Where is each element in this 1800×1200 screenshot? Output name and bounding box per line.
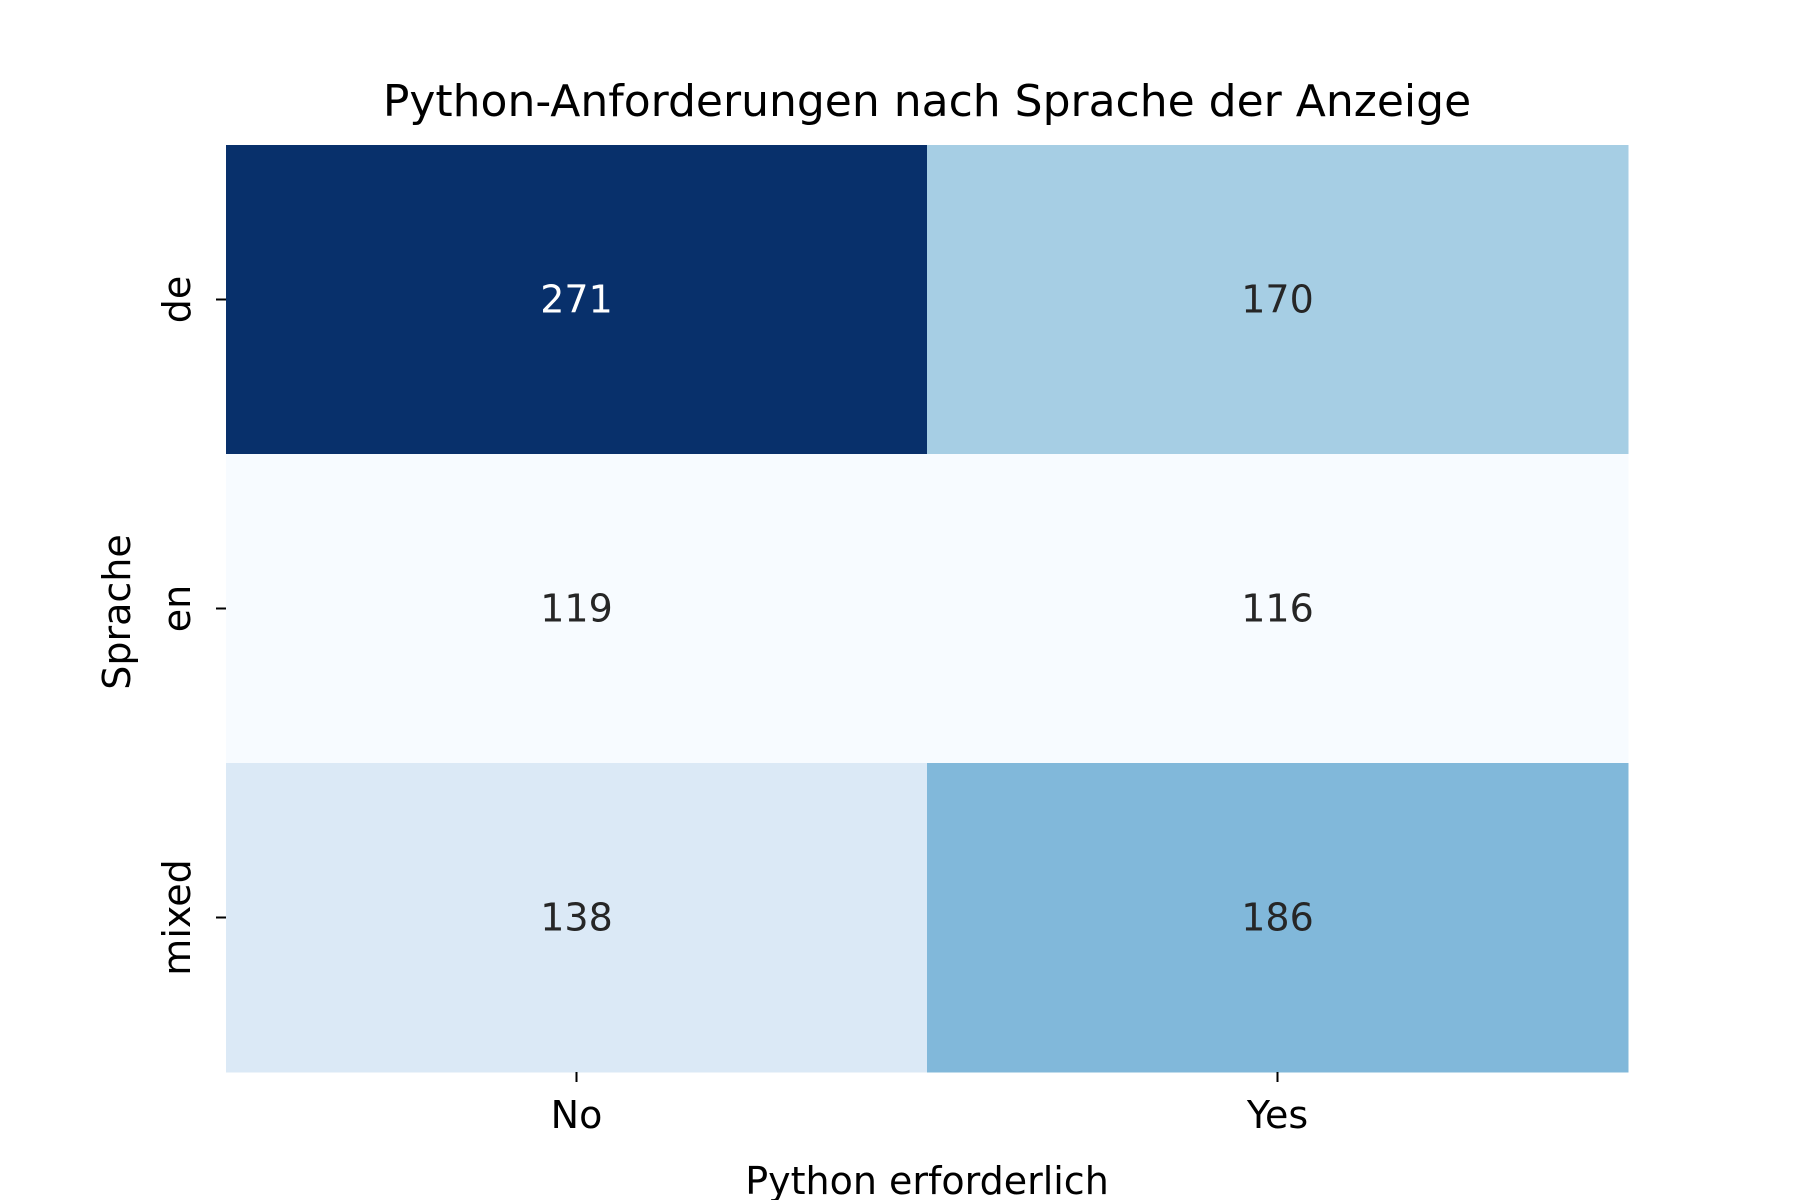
- y-tick-label: en: [155, 585, 199, 632]
- y-axis: de en mixed: [155, 276, 226, 976]
- y-tick-label: mixed: [155, 859, 199, 975]
- heatmap-cell-mixed-No: [226, 763, 928, 1073]
- heatmap-cell-en-Yes: [927, 454, 1629, 764]
- x-axis-label: Python erforderlich: [745, 1159, 1109, 1200]
- x-tick-label: Yes: [1246, 1093, 1308, 1137]
- y-tick-label: de: [155, 276, 199, 324]
- heatmap-cell-de-Yes: [927, 145, 1629, 455]
- cell-value-label: 170: [1241, 278, 1314, 322]
- y-axis-label: Sprache: [95, 534, 139, 690]
- x-tick-label: No: [551, 1093, 603, 1137]
- cell-value-label: 138: [540, 896, 613, 940]
- heatmap-cell-en-No: [226, 454, 928, 764]
- heatmap-cells: [226, 145, 1629, 1073]
- heatmap-cell-mixed-Yes: [927, 763, 1629, 1073]
- cell-value-label: 271: [540, 278, 613, 322]
- heatmap-cell-de-No: [226, 145, 928, 455]
- cell-value-label: 119: [540, 587, 613, 631]
- cell-value-label: 186: [1241, 896, 1314, 940]
- x-axis: No Yes: [551, 1072, 1308, 1137]
- cell-value-label: 116: [1241, 587, 1314, 631]
- chart-title: Python-Anforderungen nach Sprache der An…: [383, 76, 1471, 127]
- cell-annotations: 271 170 119 116 138 186: [540, 278, 1314, 940]
